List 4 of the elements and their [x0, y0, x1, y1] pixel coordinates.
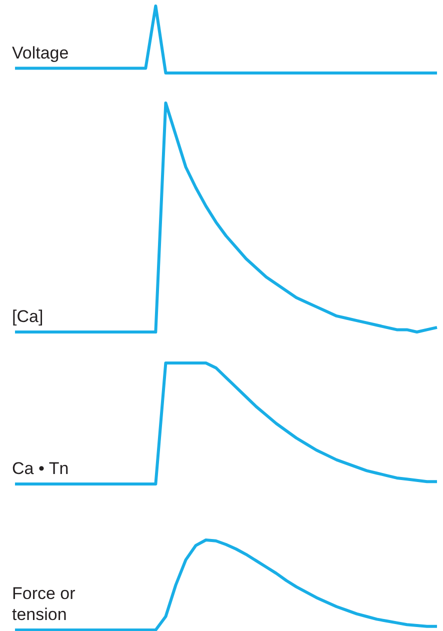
series-label: Ca • Tn: [12, 459, 69, 478]
series-label: Force or tension: [12, 584, 76, 624]
series-label: [Ca]: [12, 307, 44, 326]
series-label: Voltage: [12, 43, 69, 62]
